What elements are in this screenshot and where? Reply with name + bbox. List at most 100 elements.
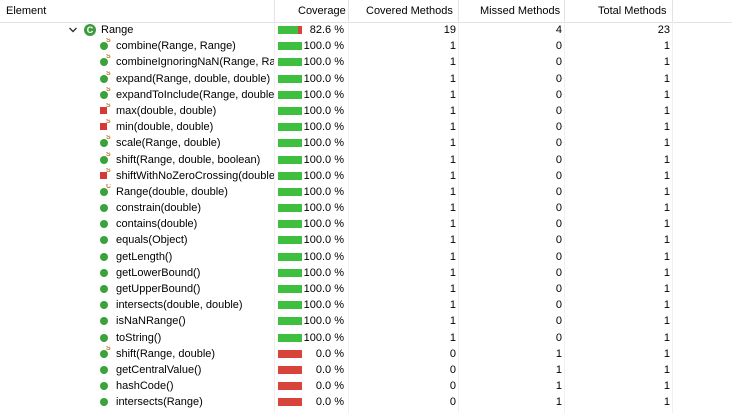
method-name: isNaNRange() (116, 315, 186, 328)
table-row[interactable]: getUpperBound() 100.0 % 1 0 1 (0, 281, 732, 297)
coverage-cell: 100.0 % (276, 135, 346, 151)
coverage-cell: 0.0 % (276, 378, 346, 394)
static-public-method-icon: S (100, 87, 111, 99)
coverage-cell: 0.0 % (276, 394, 346, 410)
total-methods-cell: 1 (663, 72, 670, 85)
coverage-bar (278, 58, 302, 67)
missed-methods-cell: 0 (555, 218, 562, 231)
coverage-cell: 100.0 % (276, 38, 346, 54)
column-header-element[interactable]: Element (6, 5, 47, 17)
coverage-percent: 100.0 % (303, 283, 344, 295)
covered-methods-cell: 0 (449, 380, 456, 393)
coverage-cell: 100.0 % (276, 168, 346, 184)
static-public-method-icon: S (100, 54, 111, 67)
total-methods-cell: 1 (663, 40, 670, 53)
method-name: getUpperBound() (116, 283, 201, 295)
static-public-method-icon: S (100, 71, 111, 83)
public-method-icon (100, 365, 108, 374)
table-row[interactable]: constrain(double) 100.0 % 1 0 1 (0, 200, 732, 216)
coverage-bar (278, 171, 302, 180)
covered-methods-cell: 1 (449, 283, 456, 295)
column-header-missed-methods[interactable]: Missed Methods (480, 5, 561, 17)
missed-methods-cell: 4 (555, 24, 562, 36)
coverage-bar (278, 74, 302, 83)
class-icon: C (84, 24, 96, 36)
table-row[interactable]: contains(double) 100.0 % 1 0 1 (0, 216, 732, 232)
table-row[interactable]: intersects(double, double) 100.0 % 1 0 1 (0, 297, 732, 313)
covered-methods-cell: 1 (449, 56, 456, 69)
static-public-method-icon: S (100, 38, 111, 51)
missed-methods-cell: 0 (555, 185, 562, 198)
coverage-percent: 100.0 % (303, 121, 344, 134)
coverage-bar (278, 333, 302, 342)
public-method-icon (100, 317, 108, 326)
coverage-percent: 100.0 % (303, 56, 344, 69)
static-public-method-icon: S (100, 346, 111, 358)
table-row[interactable]: getCentralValue() 0.0 % 0 1 1 (0, 362, 732, 378)
total-methods-cell: 1 (663, 380, 670, 393)
table-row[interactable]: C Range(double, double) 100.0 % 1 0 1 (0, 184, 732, 200)
missed-methods-cell: 0 (555, 72, 562, 85)
column-header-covered-methods[interactable]: Covered Methods (366, 5, 453, 17)
missed-methods-cell: 1 (555, 380, 562, 393)
total-methods-cell: 1 (663, 121, 670, 134)
coverage-bar (278, 42, 302, 51)
column-header-coverage[interactable]: Coverage (298, 5, 346, 17)
missed-methods-cell: 0 (555, 137, 562, 150)
total-methods-cell: 1 (663, 299, 670, 312)
missed-methods-cell: 0 (555, 40, 562, 53)
coverage-percent: 100.0 % (303, 137, 344, 150)
coverage-bar (278, 285, 302, 293)
chevron-down-icon[interactable] (68, 25, 78, 35)
method-name: shift(Range, double, boolean) (116, 153, 261, 166)
table-row[interactable]: equals(Object) 100.0 % 1 0 1 (0, 232, 732, 248)
coverage-bar (278, 382, 302, 391)
missed-methods-cell: 0 (555, 169, 562, 182)
method-name: Range(double, double) (116, 185, 228, 198)
coverage-percent: 0.0 % (315, 363, 344, 376)
coverage-bar (278, 123, 302, 132)
missed-methods-cell: 0 (555, 250, 562, 263)
coverage-cell: 100.0 % (276, 265, 346, 281)
column-header-total-methods[interactable]: Total Methods (598, 5, 667, 17)
public-method-icon (100, 382, 108, 391)
covered-methods-cell: 1 (449, 169, 456, 182)
public-method-icon (100, 252, 108, 261)
coverage-table: Element Coverage Covered Methods Missed … (0, 0, 732, 23)
total-methods-cell: 1 (663, 88, 670, 101)
coverage-cell: 100.0 % (276, 313, 346, 329)
table-row[interactable]: isNaNRange() 100.0 % 1 0 1 (0, 313, 732, 329)
method-name: expandToInclude(Range, double) (116, 88, 274, 101)
coverage-bar (278, 90, 302, 99)
total-methods-cell: 1 (663, 250, 670, 263)
public-method-icon (100, 220, 108, 229)
covered-methods-cell: 1 (449, 137, 456, 150)
covered-methods-cell: 1 (449, 121, 456, 134)
table-row[interactable]: getLowerBound() 100.0 % 1 0 1 (0, 265, 732, 281)
table-row[interactable]: getLength() 100.0 % 1 0 1 (0, 249, 732, 265)
total-methods-cell: 1 (663, 363, 670, 376)
covered-methods-cell: 1 (449, 250, 456, 263)
method-name: intersects(Range) (116, 396, 203, 409)
coverage-cell: 100.0 % (276, 200, 346, 216)
coverage-cell: 100.0 % (276, 232, 346, 248)
table-row[interactable]: hashCode() 0.0 % 0 1 1 (0, 378, 732, 394)
coverage-percent: 100.0 % (303, 202, 344, 215)
table-row[interactable]: toString() 100.0 % 1 0 1 (0, 330, 732, 346)
coverage-percent: 100.0 % (303, 250, 344, 263)
missed-methods-cell: 1 (555, 396, 562, 409)
coverage-percent: 100.0 % (303, 234, 344, 247)
class-row-range[interactable]: C Range 82.6 % 19 4 23 (0, 22, 732, 38)
coverage-bar (278, 317, 302, 326)
table-row[interactable]: intersects(Range) 0.0 % 0 1 1 (0, 394, 732, 410)
